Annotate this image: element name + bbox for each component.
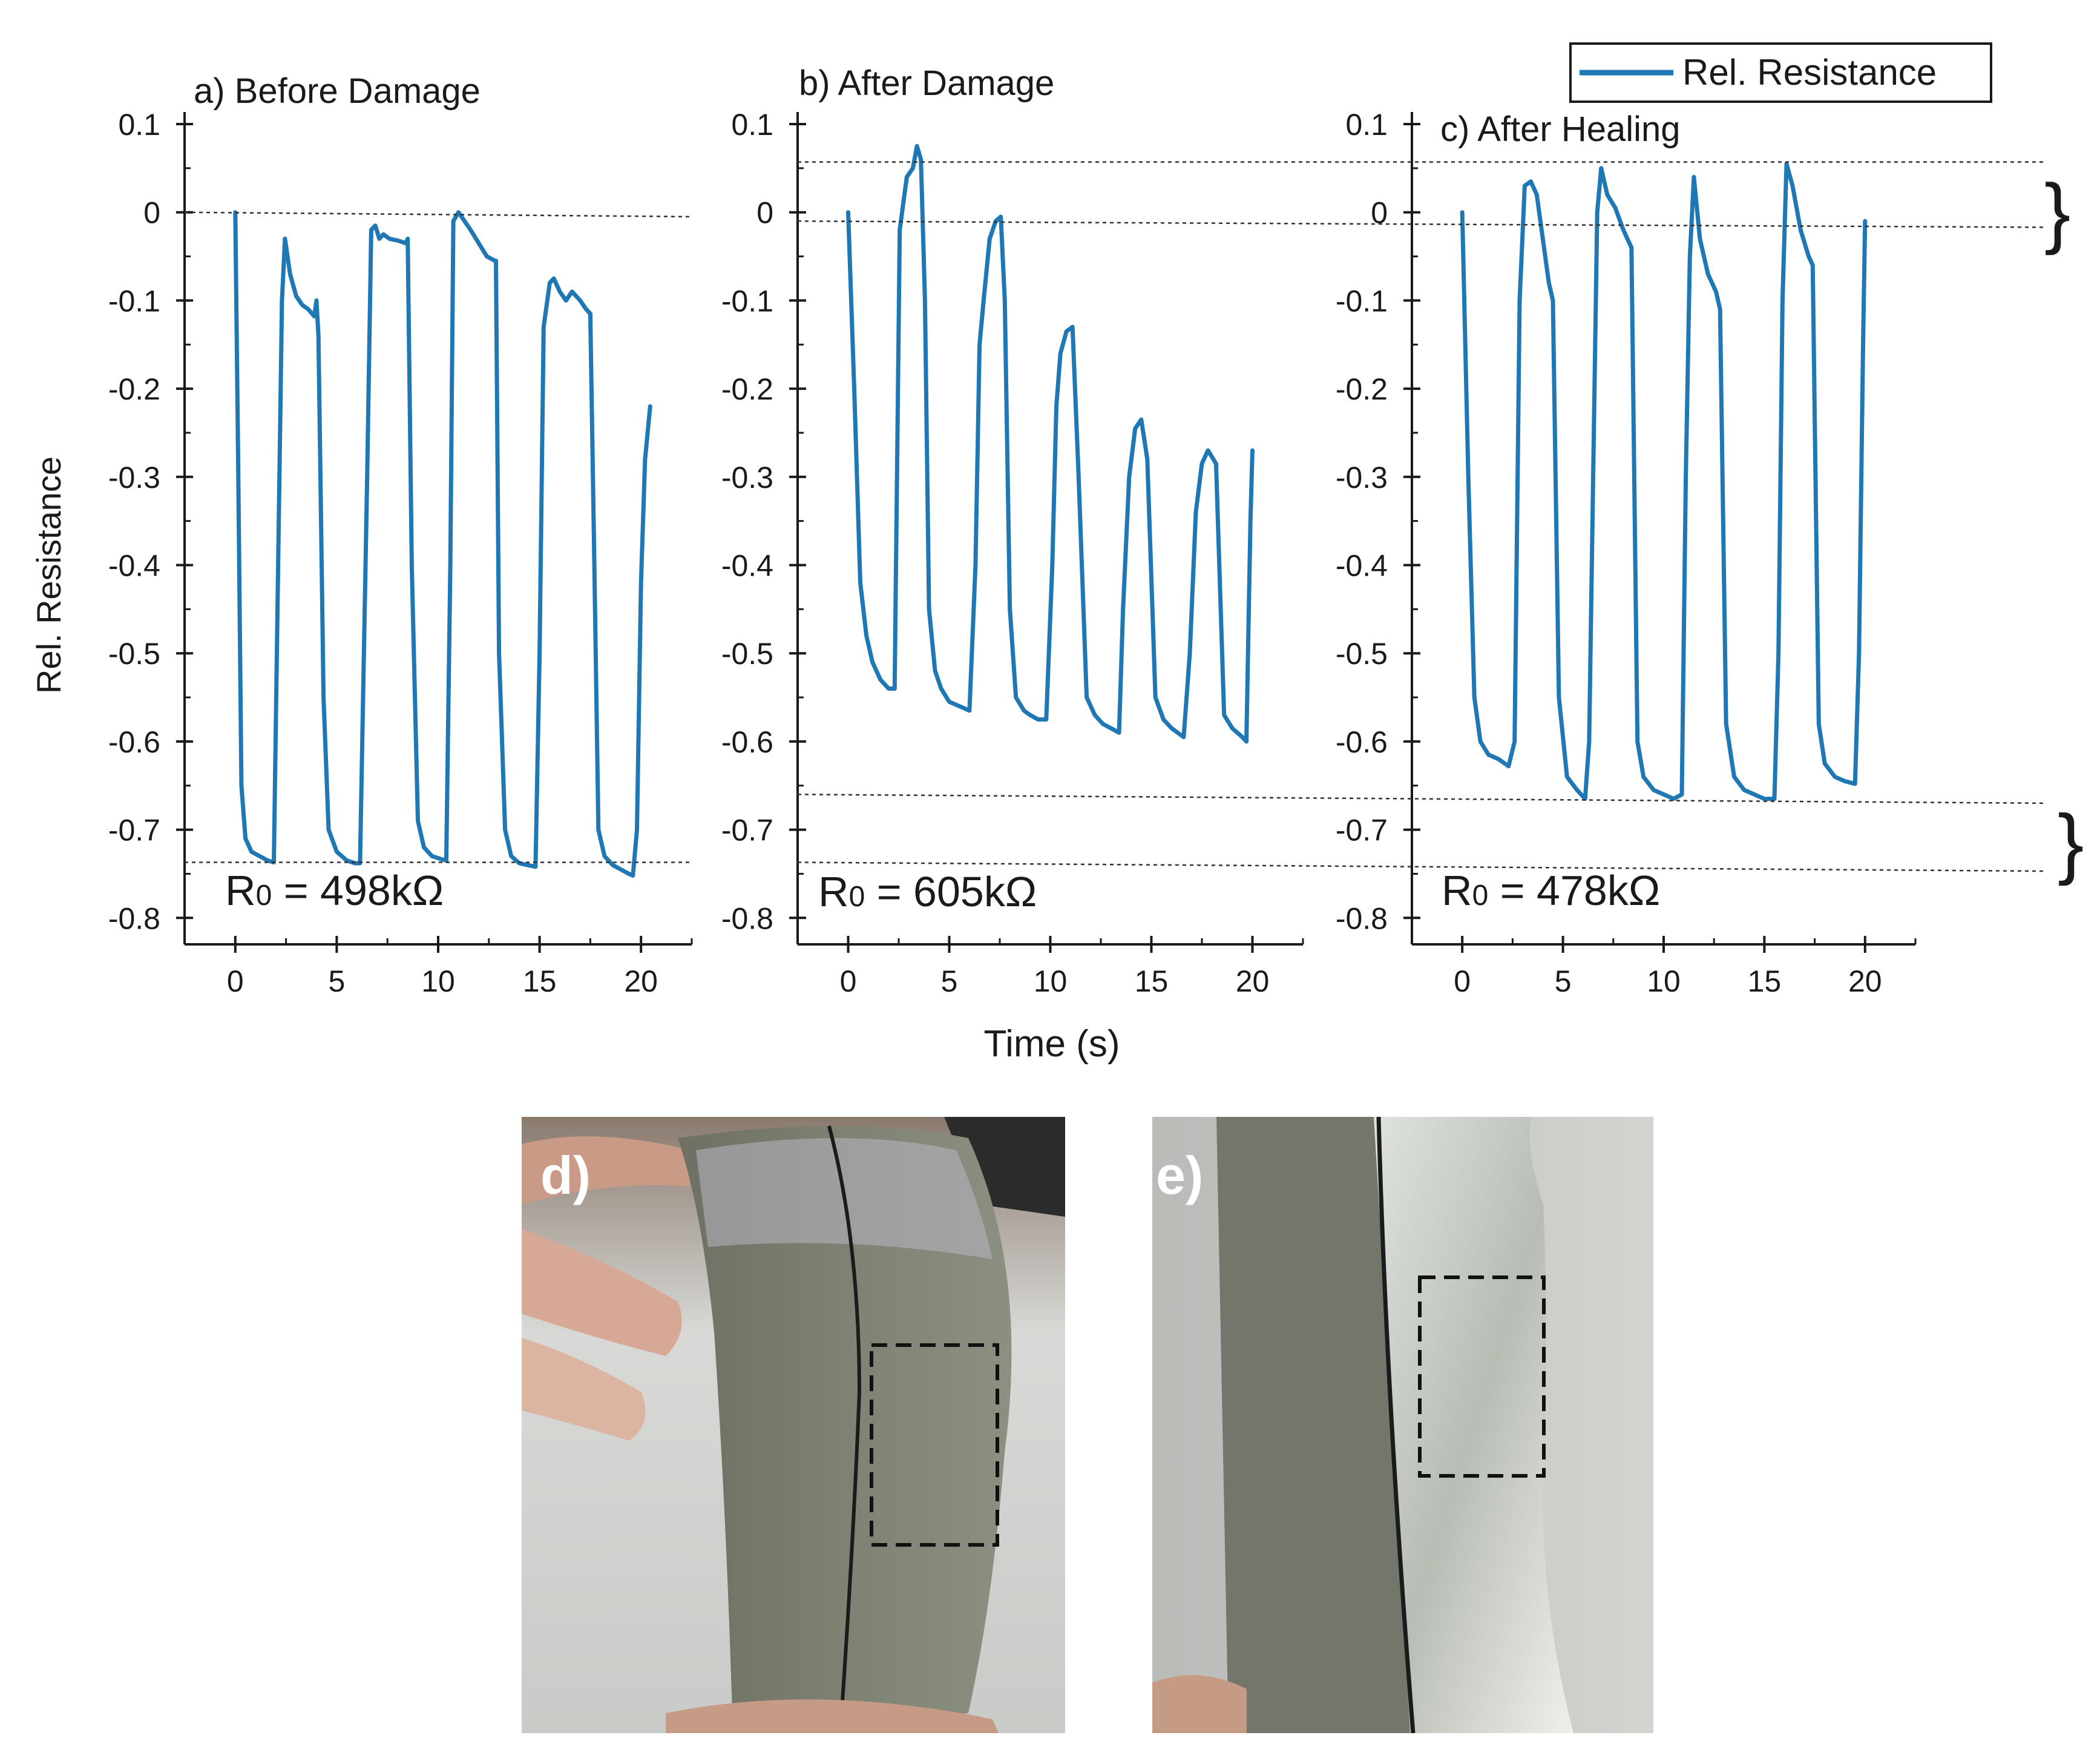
y-tick-label: -0.7 (108, 814, 160, 847)
r0-annotation: R0 = 478kΩ (1442, 867, 1660, 914)
brace-bottom: } (2058, 798, 2084, 886)
photo-d-roi-box (870, 1343, 999, 1547)
x-tick-label: 20 (1236, 964, 1270, 998)
r0-subscript: 0 (1472, 880, 1489, 912)
y-tick-label: -0.2 (108, 372, 160, 406)
photo-d-finger-bottom (666, 1699, 999, 1733)
r0-annotation: R0 = 498kΩ (225, 867, 444, 914)
y-tick-label: -0.4 (721, 548, 773, 582)
x-tick-label: 10 (1647, 964, 1681, 998)
photo-e-strip-dark (1216, 1117, 1416, 1733)
chart-panel-b: 0.1 0 -0.1 -0.2 -0.3 -0.4 -0.5 -0.6 -0.7 -0.8 0 5 10… (721, 64, 1304, 998)
photo-e-roi-box (1418, 1275, 1546, 1478)
photo-d-label: d) (540, 1145, 591, 1205)
photo-d-seam (827, 1125, 862, 1720)
y-tick-label: -0.3 (108, 461, 160, 495)
y-tick-label: 0.1 (118, 108, 160, 142)
y-tick-label: -0.1 (1336, 284, 1388, 318)
photo-panel-e: e) (1152, 1116, 1653, 1734)
x-tick-label: 20 (624, 964, 658, 998)
photo-e-label: e) (1156, 1145, 1203, 1205)
photo-e-strip-healed (1374, 1117, 1573, 1733)
chart-panels: 0.1 0 -0.1 -0.2 -0.3 -0.4 -0.5 -0.6 -0.7 -0.8 0 5 10… (108, 64, 1917, 998)
y-tick-label: 0.1 (1345, 108, 1388, 142)
y-tick-label: 0.1 (731, 108, 773, 142)
x-tick-label: 5 (1555, 964, 1572, 998)
y-tick-label: -0.2 (1336, 372, 1388, 406)
x-tick-label: 10 (1034, 964, 1068, 998)
y-tick-label: 0 (143, 196, 160, 230)
x-tick-label: 15 (523, 964, 557, 998)
y-tick-label: -0.8 (1336, 901, 1388, 935)
y-tick-label: -0.5 (1336, 637, 1388, 671)
r0-value: = 605kΩ (865, 868, 1037, 915)
y-tick-label: -0.6 (1336, 725, 1388, 759)
y-tick-label: -0.7 (1336, 814, 1388, 847)
legend-label: Rel. Resistance (1682, 52, 1937, 93)
y-tick-label: -0.6 (721, 725, 773, 759)
x-tick-label: 5 (328, 964, 345, 998)
panel-title: a) Before Damage (194, 71, 481, 111)
reference-dashed-line (797, 220, 2046, 228)
x-tick-label: 10 (421, 964, 455, 998)
y-tick-label: -0.8 (108, 901, 160, 935)
r0-value: = 498kΩ (272, 867, 444, 914)
brace-top: } (2044, 167, 2070, 255)
y-tick-label: -0.3 (721, 461, 773, 495)
panel-title: c) After Healing (1440, 110, 1681, 149)
x-tick-label: 20 (1848, 964, 1882, 998)
y-tick-label: -0.3 (1336, 461, 1388, 495)
chart-panel-c: 0.1 0 -0.1 -0.2 -0.3 -0.4 -0.5 -0.6 -0.7 -0.8 0 5 10… (1336, 108, 1917, 998)
y-tick-label: -0.4 (108, 548, 160, 582)
y-tick-label: -0.6 (108, 725, 160, 759)
series-line-rel-resistance (846, 143, 1255, 744)
r0-symbol: R (818, 868, 849, 915)
y-tick-label: 0 (756, 196, 773, 230)
x-tick-label: 5 (941, 964, 958, 998)
panel-title: b) After Damage (799, 64, 1054, 103)
r0-subscript: 0 (849, 881, 865, 913)
r0-annotation: R0 = 605kΩ (818, 868, 1037, 915)
photo-d-finger-top (522, 1136, 690, 1205)
photo-d-strip (678, 1126, 1012, 1722)
r0-value: = 478kΩ (1488, 867, 1660, 914)
y-tick-label: -0.2 (721, 372, 773, 406)
photo-e-seam (1376, 1116, 1416, 1734)
photo-e-finger (1152, 1675, 1247, 1733)
y-tick-label: -0.5 (108, 637, 160, 671)
legend: Rel. Resistance (1569, 42, 1992, 103)
r0-symbol: R (225, 867, 256, 914)
y-tick-label: 0 (1371, 196, 1388, 230)
x-tick-label: 0 (840, 964, 857, 998)
x-tick-label: 15 (1748, 964, 1782, 998)
photo-d-finger-left2 (522, 1338, 646, 1441)
photo-d-finger-left (522, 1229, 682, 1356)
x-tick-label: 15 (1135, 964, 1169, 998)
y-tick-label: -0.4 (1336, 548, 1388, 582)
x-axis-label: Time (s) (984, 1023, 1120, 1065)
x-tick-label: 0 (1454, 964, 1471, 998)
chart-panel-a: 0.1 0 -0.1 -0.2 -0.3 -0.4 -0.5 -0.6 -0.7 -0.8 0 5 10… (108, 71, 693, 998)
x-tick-label: 0 (227, 964, 244, 998)
photo-panel-d: d) (522, 1117, 1065, 1733)
reference-dashed-line (797, 794, 2046, 805)
reference-dashed-line (184, 211, 692, 218)
series-line-rel-resistance (1460, 162, 1868, 801)
series-line-rel-resistance (233, 210, 652, 878)
photo-d-dark-object (944, 1117, 1065, 1217)
reference-lines: }} (184, 161, 2084, 886)
y-tick-label: -0.7 (721, 814, 773, 847)
y-tick-label: -0.8 (721, 901, 773, 935)
r0-symbol: R (1442, 867, 1472, 914)
y-axis-label: Rel. Resistance (30, 456, 68, 694)
reference-dashed-line (797, 861, 2046, 872)
y-tick-label: -0.5 (721, 637, 773, 671)
y-tick-label: -0.1 (721, 284, 773, 318)
r0-subscript: 0 (256, 880, 272, 912)
y-tick-label: -0.1 (108, 284, 160, 318)
